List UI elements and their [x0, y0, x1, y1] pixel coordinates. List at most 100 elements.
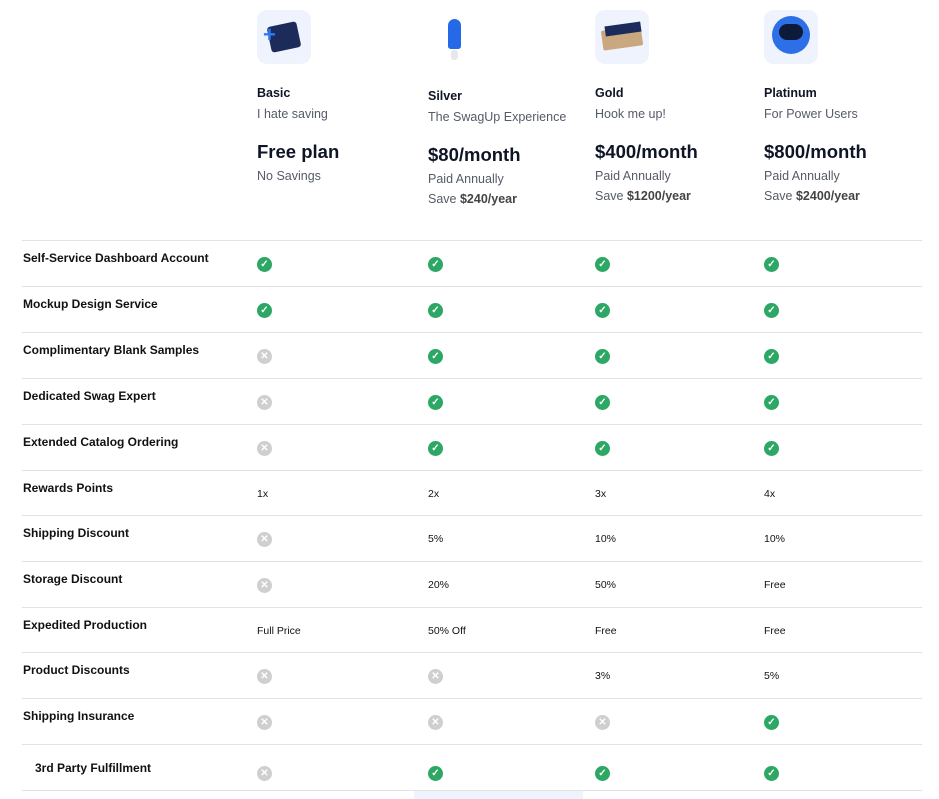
rocket-icon [428, 13, 482, 67]
table-cell: ✕ [428, 653, 443, 699]
feature-value: 5% [428, 533, 444, 545]
table-cell: 10% [764, 516, 785, 562]
table-cell: 5% [428, 516, 443, 562]
plan-tagline: For Power Users [764, 107, 858, 121]
feature-value: Free [764, 579, 786, 591]
table-row: Rewards Points 1x 2x 3x 4x [22, 470, 922, 516]
table-cell: 50% Off [428, 608, 466, 654]
table-cell: Full Price [257, 608, 301, 654]
table-row: Mockup Design Service ✓ ✓ ✓ ✓ [22, 286, 922, 332]
table-cell: ✓ [595, 750, 610, 796]
plan-billing: Paid Annually [428, 172, 504, 186]
table-cell: ✓ [428, 425, 443, 471]
check-icon: ✓ [764, 302, 779, 318]
feature-value: 50% Off [428, 625, 466, 637]
table-cell: ✕ [257, 750, 272, 796]
feature-label: Complimentary Blank Samples [23, 343, 200, 357]
table-cell: ✕ [257, 333, 272, 379]
table-cell: 3% [595, 653, 610, 699]
plan-basic: + Basic I hate saving Free plan No Savin… [257, 10, 417, 183]
check-icon: ✓ [428, 440, 443, 456]
table-cell: ✓ [595, 287, 610, 333]
check-icon: ✓ [428, 348, 443, 364]
x-icon: ✕ [595, 714, 610, 730]
feature-label: Self-Service Dashboard Account [23, 251, 209, 265]
table-cell: 4x [764, 471, 775, 517]
plan-name: Silver [428, 89, 463, 103]
check-icon: ✓ [595, 394, 610, 410]
check-icon: ✓ [428, 256, 443, 272]
plan-savings: Save $240/year [428, 192, 588, 206]
x-icon: ✕ [257, 577, 272, 593]
check-icon: ✓ [764, 394, 779, 410]
check-icon: ✓ [595, 765, 610, 781]
feature-value: 50% [595, 579, 617, 591]
x-icon: ✕ [257, 714, 272, 730]
table-cell: ✓ [764, 333, 779, 379]
x-icon: ✕ [257, 440, 272, 456]
feature-value: 5% [764, 670, 780, 682]
table-cell: ✓ [595, 425, 610, 471]
savings-prefix: Save [595, 189, 627, 203]
table-cell: ✓ [428, 750, 443, 796]
table-cell: ✕ [257, 562, 272, 608]
table-row: Complimentary Blank Samples ✕ ✓ ✓ ✓ [22, 332, 922, 378]
feature-label: 3rd Party Fulfillment [35, 761, 152, 775]
table-cell: ✓ [764, 425, 779, 471]
x-icon: ✕ [257, 765, 272, 781]
table-row: Storage Discount ✕ 20% 50% Free [22, 561, 922, 607]
feature-value: 10% [595, 533, 617, 545]
table-cell: 50% [595, 562, 616, 608]
plan-billing: Paid Annually [764, 169, 840, 183]
table-cell: 3x [595, 471, 606, 517]
table-cell: ✓ [428, 333, 443, 379]
feature-label: Expedited Production [23, 618, 148, 632]
table-cell: ✓ [595, 241, 610, 287]
plan-name: Platinum [764, 86, 817, 100]
feature-value: Free [764, 625, 786, 637]
divider [22, 790, 922, 791]
feature-label: Storage Discount [23, 572, 123, 586]
feature-value: 20% [428, 579, 450, 591]
check-icon: ✓ [595, 348, 610, 364]
x-icon: ✕ [428, 714, 443, 730]
plan-tagline: I hate saving [257, 107, 328, 121]
feature-label: Product Discounts [23, 663, 130, 677]
plan-billing: No Savings [257, 169, 321, 183]
table-row: Extended Catalog Ordering ✕ ✓ ✓ ✓ [22, 424, 922, 470]
table-row: Dedicated Swag Expert ✕ ✓ ✓ ✓ [22, 378, 922, 424]
table-cell: ✕ [257, 379, 272, 425]
table-row: Expedited Production Full Price 50% Off Fre… [22, 607, 922, 653]
plan-price: Free plan [257, 141, 340, 162]
gift-box-icon [595, 10, 649, 64]
check-icon: ✓ [428, 394, 443, 410]
table-cell: 20% [428, 562, 449, 608]
astronaut-icon [764, 10, 818, 64]
box-kit-icon: + [257, 10, 311, 64]
feature-label: Shipping Insurance [23, 709, 135, 723]
savings-amount: $1200/year [626, 189, 691, 203]
savings-amount: $2400/year [795, 189, 860, 203]
table-row: Product Discounts ✕ ✕ 3% 5% [22, 652, 922, 698]
x-icon: ✕ [257, 531, 272, 547]
plan-silver: Silver The SwagUp Experience $80/month P… [428, 13, 588, 206]
table-cell: ✕ [428, 699, 443, 745]
table-row: Self-Service Dashboard Account ✓ ✓ ✓ ✓ [22, 240, 922, 286]
table-cell: ✓ [257, 287, 272, 333]
table-cell: ✓ [428, 379, 443, 425]
check-icon: ✓ [764, 348, 779, 364]
table-cell: ✓ [764, 750, 779, 796]
check-icon: ✓ [764, 256, 779, 272]
plan-name: Gold [595, 86, 624, 100]
feature-label: Dedicated Swag Expert [23, 389, 156, 403]
table-cell: Free [595, 608, 617, 654]
table-cell: ✓ [764, 699, 779, 745]
check-icon: ✓ [764, 440, 779, 456]
check-icon: ✓ [257, 256, 272, 272]
feature-value: 10% [764, 533, 786, 545]
scroll-hint [414, 791, 583, 799]
feature-value: 3x [595, 488, 607, 500]
feature-label: Extended Catalog Ordering [23, 435, 179, 449]
table-row: Shipping Discount ✕ 5% 10% 10% [22, 515, 922, 561]
x-icon: ✕ [257, 348, 272, 364]
